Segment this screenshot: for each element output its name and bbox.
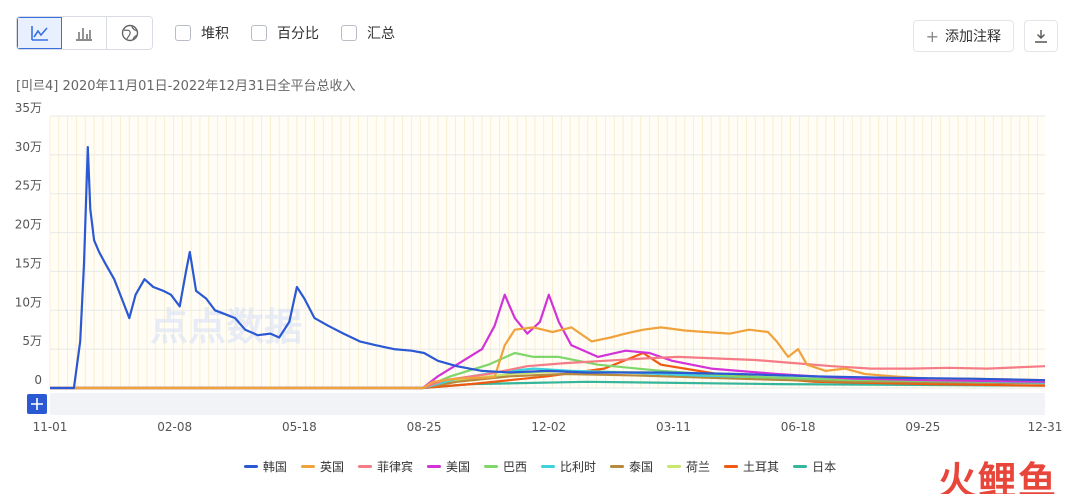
checkbox-box[interactable] <box>251 25 267 41</box>
y-tick-label: 5万 <box>22 334 42 348</box>
x-tick-label: 03-11 <box>656 420 691 434</box>
chart-legend: 韩国 英国 菲律宾 美国 巴西 比利时 泰国 荷兰 土耳其 日本 <box>0 458 1080 475</box>
download-icon <box>1035 30 1047 43</box>
plus-icon <box>31 398 43 410</box>
checkbox-box[interactable] <box>175 25 191 41</box>
zoom-brush <box>27 393 1045 415</box>
percent-checkbox[interactable]: 百分比 <box>251 23 319 43</box>
plus-icon: + <box>925 26 939 46</box>
y-tick-label: 25万 <box>15 179 42 193</box>
legend-item[interactable]: 比利时 <box>541 458 596 475</box>
legend-item[interactable]: 英国 <box>300 458 344 475</box>
y-tick-label: 30万 <box>15 140 42 154</box>
add-annotation-label: 添加注释 <box>945 29 1001 45</box>
chart-subtitle: [미르4] 2020年11月01日-2022年12月31日全平台总收入 <box>16 79 356 94</box>
x-tick-label: 06-18 <box>781 420 816 434</box>
series-line-英国[interactable] <box>50 326 1046 390</box>
right-tools: + 添加注释 <box>912 20 1058 52</box>
legend-swatch <box>426 465 441 468</box>
line-chart-icon <box>30 26 48 41</box>
watermark-text: 点点数据 <box>150 305 302 349</box>
y-tick-label: 20万 <box>15 218 42 232</box>
legend-item[interactable]: 美国 <box>426 458 470 475</box>
legend-swatch <box>541 465 555 468</box>
legend-label: 英国 <box>319 460 344 474</box>
legend-swatch <box>667 465 682 468</box>
chart-view-switcher <box>16 16 153 50</box>
x-tick-label: 02-08 <box>157 420 192 434</box>
y-tick-label: 10万 <box>15 295 42 309</box>
x-tick-label: 09-25 <box>905 420 940 434</box>
legend-swatch <box>243 465 258 468</box>
legend-swatch <box>793 465 808 468</box>
series-line-巴西[interactable] <box>50 351 1046 390</box>
legend-swatch <box>357 465 372 468</box>
legend-swatch <box>300 465 315 468</box>
bar-chart-view-button[interactable] <box>62 17 107 49</box>
legend-item[interactable]: 日本 <box>793 458 836 475</box>
globe-icon <box>121 24 138 42</box>
legend-swatch <box>483 465 498 468</box>
series-line-美国[interactable] <box>50 293 1046 390</box>
bar-chart-icon <box>76 28 92 41</box>
x-tick-label: 05-18 <box>282 420 317 434</box>
y-tick-label: 15万 <box>15 256 42 270</box>
legend-label: 日本 <box>812 460 837 474</box>
legend-swatch <box>724 465 739 468</box>
legend-item[interactable]: 菲律宾 <box>357 458 413 475</box>
chart-toolbar: 堆积 百分比 汇总 <box>16 16 395 50</box>
checkbox-box[interactable] <box>341 25 357 41</box>
site-logo: 火鲤鱼 <box>937 459 1058 494</box>
chart-grid <box>49 115 1045 389</box>
map-view-button[interactable] <box>107 17 152 49</box>
legend-swatch <box>610 465 625 468</box>
legend-label: 土耳其 <box>743 460 780 474</box>
legend-label: 韩国 <box>262 460 287 474</box>
legend-label: 菲律宾 <box>376 460 413 474</box>
download-button[interactable] <box>1024 20 1058 52</box>
zoom-brush-track[interactable] <box>50 393 1045 415</box>
series-lines <box>50 146 1046 390</box>
legend-item[interactable]: 泰国 <box>610 458 653 475</box>
x-tick-label: 12-31 <box>1028 420 1063 434</box>
legend-label: 美国 <box>445 460 470 474</box>
plot-area <box>50 116 1045 388</box>
total-checkbox[interactable]: 汇总 <box>341 23 395 43</box>
x-tick-label: 08-25 <box>407 420 442 434</box>
total-label: 汇总 <box>367 26 395 42</box>
series-line-韩国[interactable] <box>50 146 1046 390</box>
stacked-checkbox[interactable]: 堆积 <box>175 23 229 43</box>
stacked-label: 堆积 <box>201 26 229 42</box>
y-tick-label: 35万 <box>15 101 42 115</box>
legend-label: 荷兰 <box>686 460 711 474</box>
legend-label: 泰国 <box>629 460 654 474</box>
legend-item[interactable]: 巴西 <box>483 458 527 475</box>
legend-item[interactable]: 荷兰 <box>667 458 710 475</box>
legend-item[interactable]: 韩国 <box>243 458 287 475</box>
legend-item[interactable]: 土耳其 <box>724 458 779 475</box>
x-axis: 11-01 02-08 05-18 08-25 12-02 03-11 06-18 09-25… <box>33 420 1063 434</box>
watermark: 点点数据 <box>150 305 302 349</box>
x-tick-label: 11-01 <box>33 420 68 434</box>
line-chart-view-button[interactable] <box>17 17 62 49</box>
add-annotation-button[interactable]: + 添加注释 <box>912 20 1014 52</box>
legend-label: 巴西 <box>502 460 527 474</box>
percent-label: 百分比 <box>277 26 319 42</box>
y-tick-label: 0 <box>34 373 42 387</box>
y-axis: 0 5万 10万 15万 20万 25万 30万 35万 <box>15 101 42 387</box>
legend-label: 比利时 <box>560 460 597 474</box>
series-line-菲律宾[interactable] <box>50 355 1046 390</box>
x-tick-label: 12-02 <box>531 420 566 434</box>
